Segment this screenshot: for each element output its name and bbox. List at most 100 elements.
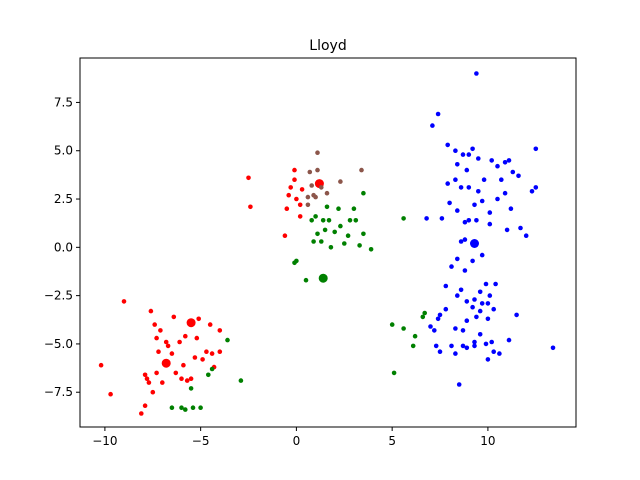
data-point [351, 206, 357, 211]
data-point [474, 71, 479, 76]
data-point [338, 223, 343, 229]
data-point [326, 218, 332, 223]
data-point [207, 322, 213, 327]
data-point [433, 343, 439, 349]
data-point [315, 150, 320, 155]
data-point [422, 310, 428, 316]
y-tick-label: 0.0 [54, 240, 73, 254]
data-point [154, 370, 159, 376]
data-point [445, 142, 451, 148]
data-point [209, 351, 215, 356]
data-point [361, 231, 366, 237]
data-point [477, 308, 483, 314]
data-point [489, 339, 495, 345]
data-point [217, 349, 223, 355]
data-point [361, 190, 366, 196]
data-point [483, 281, 489, 287]
data-point [479, 198, 485, 204]
data-point [499, 177, 504, 182]
data-point [443, 306, 449, 312]
data-point [470, 146, 475, 152]
data-point [121, 299, 127, 304]
y-tick-label: 5.0 [54, 144, 73, 158]
data-point [477, 332, 483, 337]
data-point [437, 349, 443, 355]
data-point [184, 378, 190, 383]
data-point [165, 343, 171, 349]
data-point [238, 378, 244, 383]
data-point [466, 152, 472, 157]
data-point [108, 391, 113, 397]
data-point [315, 167, 320, 173]
data-point [315, 231, 320, 237]
data-point [144, 376, 150, 382]
data-point [453, 148, 458, 153]
data-point [152, 322, 157, 327]
data-point [324, 190, 330, 196]
data-point [183, 333, 188, 339]
x-axis: −10 −5 0 5 10 [92, 427, 496, 448]
data-point [485, 316, 491, 322]
y-tick-label: −2.5 [44, 289, 73, 303]
data-point [194, 335, 200, 341]
data-point [150, 389, 156, 395]
y-tick-label: −5.0 [44, 337, 73, 351]
data-point [391, 370, 397, 376]
data-point [424, 216, 429, 221]
data-point [324, 204, 330, 210]
data-point [489, 158, 495, 163]
x-tick-label: −5 [192, 434, 210, 448]
data-point [196, 316, 201, 322]
data-point [192, 355, 198, 360]
data-point [320, 218, 326, 223]
data-point [188, 376, 194, 382]
y-tick-label: 2.5 [54, 192, 73, 206]
data-point [420, 314, 426, 320]
data-point [359, 167, 364, 173]
data-point [412, 333, 418, 339]
data-point [474, 314, 479, 320]
data-point [98, 362, 104, 368]
data-point [292, 260, 297, 266]
data-point [179, 376, 184, 382]
data-point [307, 169, 313, 175]
data-point [217, 328, 223, 333]
data-point [529, 189, 535, 194]
data-point [401, 216, 406, 221]
data-point [502, 190, 508, 196]
data-point [319, 185, 324, 190]
data-point [487, 221, 493, 227]
data-point [284, 206, 290, 211]
data-point [491, 306, 497, 312]
data-point [445, 181, 451, 186]
data-point [154, 335, 159, 341]
data-point [458, 239, 464, 244]
data-point [338, 179, 343, 184]
data-point [508, 206, 514, 211]
data-point [183, 407, 188, 412]
data-point [158, 328, 163, 333]
data-point [550, 345, 556, 351]
data-point [464, 299, 470, 304]
data-point [510, 169, 516, 175]
data-point [410, 343, 416, 349]
data-point [481, 177, 487, 182]
data-point [455, 208, 460, 213]
data-point [493, 281, 498, 287]
data-point [297, 214, 303, 219]
data-point [286, 192, 292, 198]
data-point [462, 219, 468, 225]
axes-frame [79, 57, 577, 428]
data-point [464, 318, 470, 324]
data-point [322, 227, 328, 233]
data-point [495, 163, 500, 169]
data-point [497, 351, 502, 356]
data-point [449, 343, 454, 349]
data-point [282, 233, 288, 238]
data-point [504, 227, 510, 233]
data-point [523, 233, 529, 238]
centroid-marker [186, 318, 196, 328]
data-point [437, 312, 443, 318]
data-point [332, 229, 338, 235]
